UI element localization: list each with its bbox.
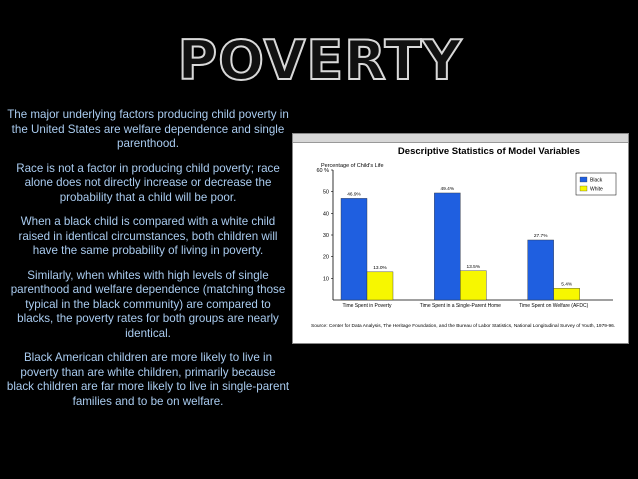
paragraph-4: Similarly, when whites with high levels …: [10, 268, 286, 340]
x-tick-label: Time Spent in Poverty: [342, 303, 392, 309]
data-label: 5.4%: [561, 281, 573, 287]
page-title: POVERTY: [177, 29, 463, 92]
data-label: 13.0%: [373, 265, 387, 271]
bar-white-2: [553, 288, 580, 301]
y-tick-label: 10: [323, 276, 329, 282]
bar-black-1: [434, 192, 461, 301]
data-label: 46.9%: [347, 191, 361, 197]
legend-swatch-black: [579, 176, 588, 183]
data-label: 13.5%: [467, 264, 481, 270]
chart-window-titlebar: [293, 134, 628, 143]
y-tick-label: 50: [323, 190, 329, 196]
legend-label-white: White: [590, 187, 603, 193]
y-tick-label: 20: [323, 255, 329, 261]
chart-source: Source: Center for Data Analysis, The He…: [311, 323, 615, 329]
y-tick-label: 60 %: [316, 168, 329, 174]
chart-title: Descriptive Statistics of Model Variable…: [398, 146, 580, 157]
bar-white-1: [460, 270, 487, 301]
body-text: The major underlying factors producing c…: [6, 108, 290, 419]
bar-black-2: [527, 239, 554, 301]
x-tick-label: Time Spent in a Single-Parent Home: [420, 303, 501, 309]
data-label: 27.7%: [534, 233, 548, 239]
paragraph-2: Race is not a factor in producing child …: [16, 161, 280, 204]
paragraph-3: When a black child is compared with a wh…: [18, 215, 278, 257]
data-label: 49.4%: [441, 186, 455, 192]
chart-window: Descriptive Statistics of Model Variable…: [292, 133, 629, 344]
paragraph-5: Black American children are more likely …: [6, 351, 290, 408]
legend-label-black: Black: [590, 178, 603, 184]
y-tick-label: 40: [323, 211, 329, 217]
x-tick-label: Time Spent on Welfare (AFDC): [519, 303, 589, 309]
y-axis-label: Percentage of Child's Life: [321, 163, 384, 169]
bar-chart: Descriptive Statistics of Model Variable…: [311, 146, 617, 329]
y-tick-label: 30: [323, 233, 329, 239]
bar-white-0: [366, 271, 394, 301]
legend-swatch-white: [579, 185, 588, 192]
paragraph-1: The major underlying factors producing c…: [7, 108, 289, 150]
bar-black-0: [340, 198, 368, 301]
